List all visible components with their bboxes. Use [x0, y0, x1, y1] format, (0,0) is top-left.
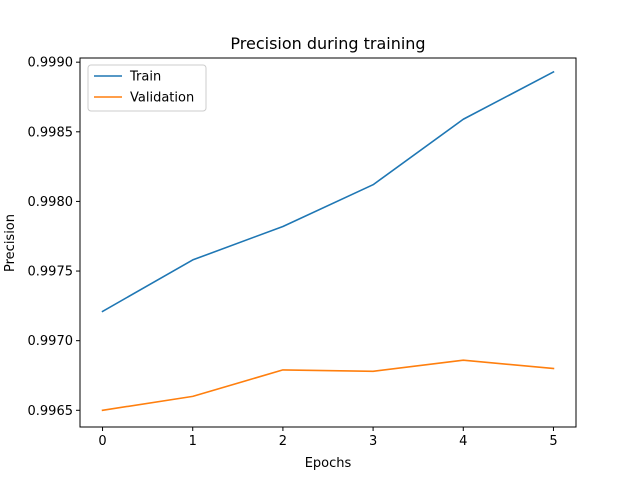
chart-title: Precision during training	[230, 34, 425, 53]
x-tick-label: 0	[98, 434, 106, 449]
y-axis-label: Precision	[3, 214, 18, 272]
x-axis-label: Epochs	[305, 456, 352, 471]
y-tick-label: 0.9985	[28, 125, 74, 140]
x-tick-label: 2	[279, 434, 287, 449]
series-line-0	[101, 70, 555, 313]
plot-area: 0 1 2 3 4 5 0.9965 0.9970 0.9975 0.9980 0.9985 0.99…	[28, 56, 577, 449]
y-tick-label: 0.9970	[28, 334, 74, 349]
x-tick-label: 5	[549, 434, 557, 449]
x-tick-label: 3	[369, 434, 377, 449]
series-line-1	[101, 359, 555, 412]
axes-frame	[79, 57, 577, 428]
y-tick-label: 0.9980	[28, 195, 74, 210]
y-tick-label: 0.9975	[28, 265, 74, 280]
legend: Train Validation	[87, 64, 207, 112]
x-tick-label: 4	[459, 434, 467, 449]
y-tick-label: 0.9965	[28, 404, 74, 419]
legend-label: Train	[129, 70, 161, 85]
y-tick-label: 0.9990	[28, 56, 74, 71]
x-tick-label: 1	[189, 434, 197, 449]
legend-label: Validation	[130, 91, 194, 106]
